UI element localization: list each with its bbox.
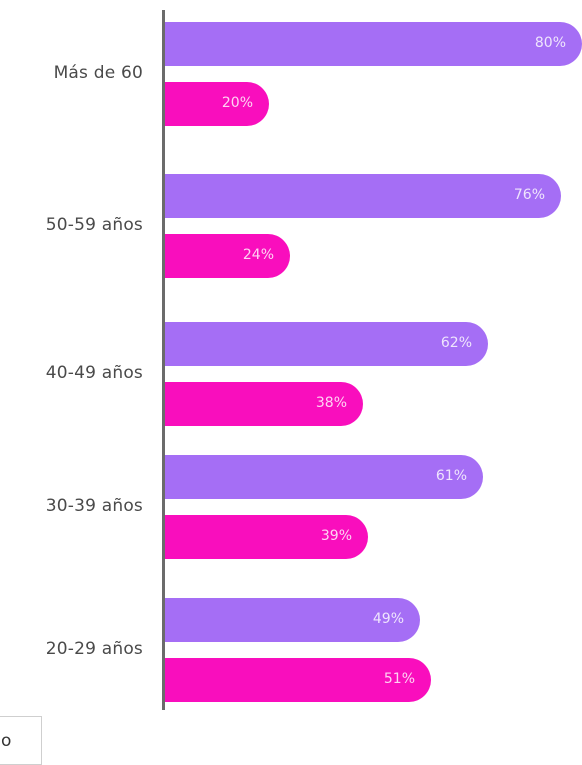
bar-magenta bbox=[165, 234, 290, 278]
bar-value-label: 76% bbox=[513, 187, 545, 203]
bar-value-label: 61% bbox=[435, 468, 467, 484]
bar-purple bbox=[165, 322, 488, 366]
bar-value-label: 20% bbox=[221, 95, 253, 111]
y-axis-line bbox=[162, 10, 165, 710]
legend-text: o bbox=[1, 731, 12, 751]
bar-purple bbox=[165, 22, 582, 66]
bar-value-label: 49% bbox=[372, 611, 404, 627]
bar-magenta bbox=[165, 382, 363, 426]
bar-value-label: 24% bbox=[242, 247, 274, 263]
bar-purple bbox=[165, 598, 420, 642]
category-label: 50-59 años bbox=[45, 215, 143, 235]
category-label: 30-39 años bbox=[45, 496, 143, 516]
bar-value-label: 62% bbox=[440, 335, 472, 351]
bar-value-label: 39% bbox=[320, 528, 352, 544]
bar-purple bbox=[165, 174, 561, 218]
bar-value-label: 38% bbox=[315, 395, 347, 411]
bar-magenta bbox=[165, 658, 431, 702]
bar-value-label: 80% bbox=[534, 35, 566, 51]
category-label: Más de 60 bbox=[53, 63, 143, 83]
bar-purple bbox=[165, 455, 483, 499]
bar-magenta bbox=[165, 515, 368, 559]
legend-box: o bbox=[0, 716, 42, 765]
bar-value-label: 51% bbox=[383, 671, 415, 687]
category-label: 20-29 años bbox=[45, 639, 143, 659]
category-label: 40-49 años bbox=[45, 363, 143, 383]
bar-magenta bbox=[165, 82, 269, 126]
